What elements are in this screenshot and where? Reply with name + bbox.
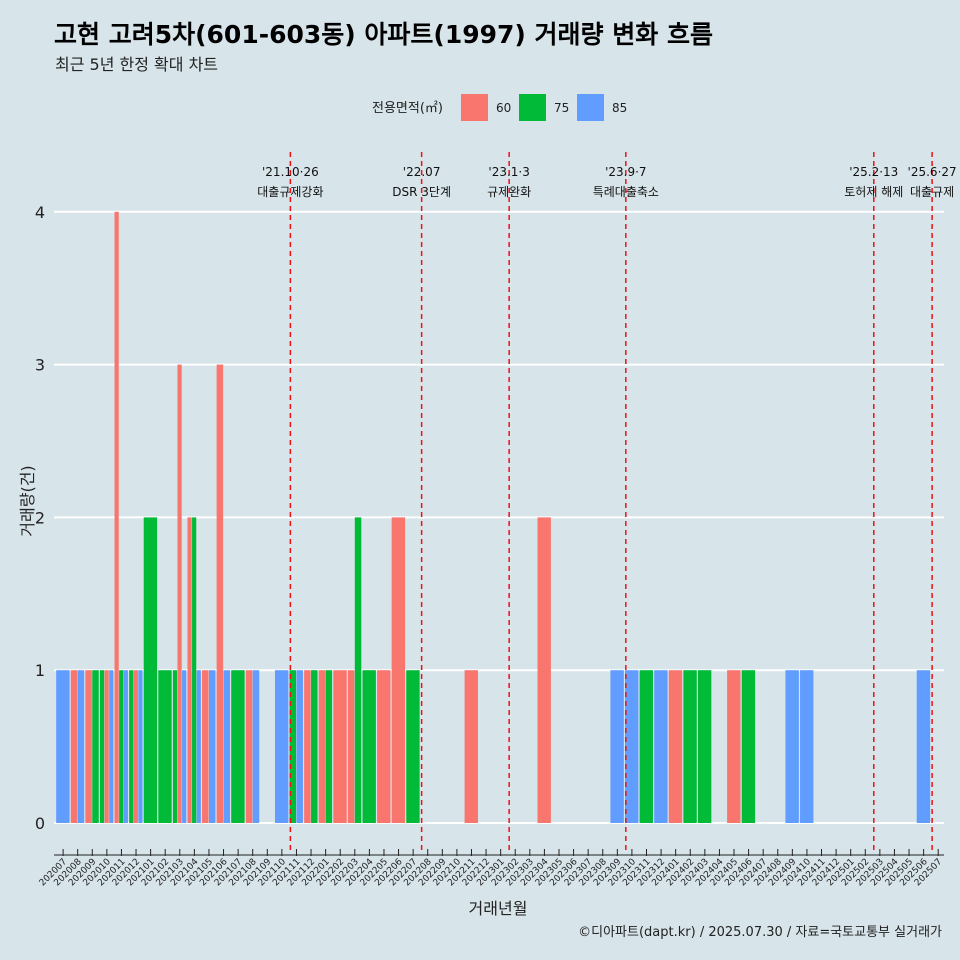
policy-events: '21.10·26 대출규제강화 '22.07 DSR 3단계 '23.1·3 규제완화 '…: [257, 152, 957, 852]
caption: ©디아파트(dapt.kr) / 2025.07.30 / 자료=국토교통부 실…: [578, 925, 942, 940]
event-label-4: 토허제 해제: [844, 185, 903, 199]
event-date-2: '23.1·3: [488, 165, 529, 179]
bar-202106-60: [216, 364, 224, 823]
bar-202310-85: [625, 670, 639, 823]
event-label-5: 대출규제: [910, 185, 954, 199]
bar-202405-60: [727, 670, 741, 823]
bar-202104-85: [196, 670, 201, 823]
legend-title: 전용면적(㎡): [372, 101, 443, 116]
bar-202409-85: [785, 670, 799, 823]
bar-202406-75: [741, 670, 756, 823]
bar-202010-85: [109, 670, 114, 823]
bar-202205-60: [377, 670, 391, 823]
bar-202107-75: [231, 670, 245, 823]
bar-202108-60: [245, 670, 253, 823]
bar-202102-75: [158, 670, 172, 823]
legend-swatch-75: [519, 94, 546, 121]
bar-202207-75: [406, 670, 420, 823]
y-tick-label: 0: [35, 814, 45, 833]
bar-202106-85: [223, 670, 231, 823]
bar-202009-60: [85, 670, 92, 823]
bar-202202-60: [333, 670, 347, 823]
bar-202012-75: [129, 670, 134, 823]
bar-202011-60: [114, 211, 119, 824]
event-date-1: '22.07: [403, 165, 441, 179]
bar-202312-85: [654, 670, 668, 823]
event-label-2: 규제완화: [487, 185, 531, 199]
bar-202009-75: [92, 670, 99, 823]
y-axis-ticks: 0 1 2 3 4: [35, 203, 45, 833]
bar-202112-75: [311, 670, 318, 823]
bar-202403-75: [697, 670, 712, 823]
bar-202112-60: [304, 670, 311, 823]
event-label-1: DSR 3단계: [392, 185, 451, 199]
bar-202402-75: [683, 670, 697, 823]
bar-202011-85: [123, 670, 128, 823]
bar-202010-60: [104, 670, 109, 823]
bar-202008-85: [77, 670, 85, 823]
bar-202111-75: [289, 670, 297, 823]
event-date-5: '25.6·27: [908, 165, 957, 179]
bar-202304-60: [537, 517, 551, 823]
bar-202401-60: [668, 670, 683, 823]
y-axis-title: 거래량(건): [18, 465, 37, 536]
bar-202104-60: [187, 517, 192, 823]
bar-202309-85: [610, 670, 624, 823]
legend-label-75: 75: [554, 101, 569, 115]
bar-202410-85: [800, 670, 814, 823]
bar-202007-85: [56, 670, 70, 823]
bar-202101-75: [143, 517, 158, 823]
bar-202103-75: [172, 670, 178, 823]
bar-202111-85: [296, 670, 303, 823]
chart-title: 고현 고려5차(601-603동) 아파트(1997) 거래량 변화 흐름: [54, 20, 713, 49]
bar-202506-85: [916, 670, 931, 823]
chart-subtitle: 최근 5년 한정 확대 차트: [55, 55, 218, 74]
bar-202206-60: [391, 517, 406, 823]
bar-202203-75: [354, 517, 362, 823]
bars: [56, 211, 931, 824]
bar-202201-60: [318, 670, 326, 823]
legend-label-85: 85: [612, 101, 627, 115]
bar-202105-85: [208, 670, 216, 823]
legend: 전용면적(㎡) 60 75 85: [372, 94, 627, 121]
legend-label-60: 60: [496, 101, 511, 115]
event-date-0: '21.10·26: [262, 165, 319, 179]
bar-202110-85: [274, 670, 289, 823]
bar-202203-60: [347, 670, 355, 823]
bar-202012-85: [138, 670, 143, 823]
bar-202012-60: [133, 670, 138, 823]
event-date-3: '23.9·7: [605, 165, 646, 179]
bar-202108-85: [252, 670, 260, 823]
bar-202201-75: [325, 670, 333, 823]
bar-202105-60: [202, 670, 209, 823]
x-axis: 2020072020082020092020102020112020122021…: [38, 849, 944, 888]
bar-202103-60: [177, 364, 182, 823]
bar-202211-60: [464, 670, 478, 823]
y-tick-label: 2: [35, 508, 45, 527]
bar-202008-60: [70, 670, 78, 823]
legend-swatch-85: [577, 94, 604, 121]
bar-202204-75: [362, 670, 376, 823]
event-label-3: 특례대출축소: [593, 185, 659, 199]
x-axis-title: 거래년월: [469, 899, 528, 918]
y-tick-label: 1: [35, 661, 45, 680]
bar-202311-75: [639, 670, 653, 823]
bar-202011-75: [119, 670, 124, 823]
bar-202010-75: [99, 670, 105, 823]
y-tick-label: 3: [35, 356, 45, 375]
bar-202103-85: [182, 670, 187, 823]
y-tick-label: 4: [35, 203, 45, 222]
bar-202104-75: [192, 517, 197, 823]
legend-swatch-60: [461, 94, 488, 121]
event-date-4: '25.2·13: [849, 165, 898, 179]
event-label-0: 대출규제강화: [257, 185, 323, 199]
